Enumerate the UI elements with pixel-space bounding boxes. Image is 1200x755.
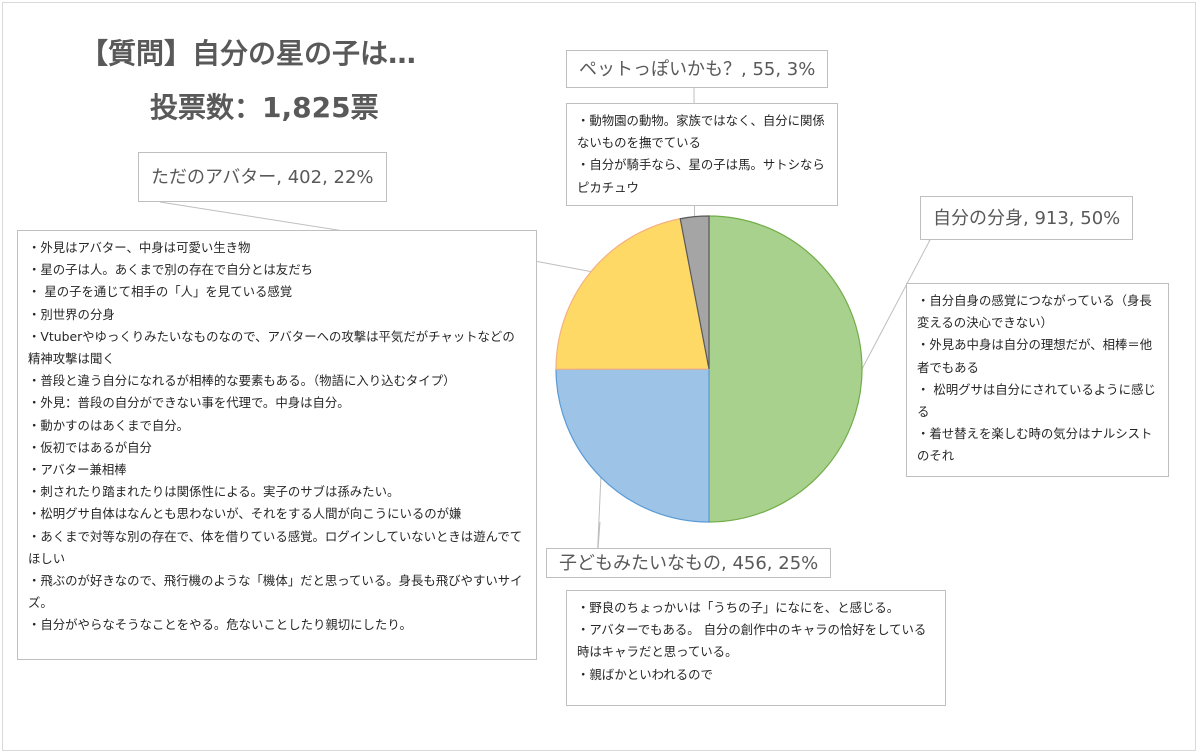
note-item: ・自分が騎手なら、星の子は馬。サトシならピカチュウ xyxy=(577,157,825,195)
note-item: ・あくまで対等な別の存在で、体を借りている感覚。ログインしていないときは遊んでて… xyxy=(28,528,523,566)
note-item: ・Vtuberやゆっくりみたいなものなので、アバターへの攻撃は平気だがチャットな… xyxy=(28,328,515,367)
note-item: ・動かすのはあくまで自分。 xyxy=(28,417,190,433)
note-item: ・飛ぶのが好きなので、飛行機のような「機体」だと思っている。身長も飛びやすいサイ… xyxy=(28,573,523,611)
note-item: ・普段と違う自分になれるが相棒的な要素もある。（物語に入り込むタイプ） xyxy=(28,373,456,389)
pie-slices xyxy=(555,215,863,523)
note-item: ・別世界の分身 xyxy=(28,306,115,322)
slice-label-child: 子どもみたいなもの, 456, 25% xyxy=(546,548,832,578)
note-item: ・外見あ中身は自分の理想だが、相棒＝他者でもある xyxy=(917,337,1153,375)
pie-slice-1 xyxy=(555,368,710,523)
note-item: ・アバターでもある。 自分の創作中のキャラの恰好をしている時はキャラだと思ってい… xyxy=(577,622,927,660)
slice-label-self: 自分の分身, 913, 50% xyxy=(920,196,1134,240)
leader-line-2 xyxy=(159,201,592,273)
slice-label-avatar: ただのアバター, 402, 22% xyxy=(138,152,387,202)
note-item: ・外見：普段の自分ができない事を代理で。中身は自分。 xyxy=(28,395,350,411)
note-item: ・刺されたり踏まれたりは関係性による。実子のサブは孫みたい。 xyxy=(28,484,400,500)
note-item: ・野良のちょっかいは「うちの子」になにを、と感じる。 xyxy=(577,600,900,615)
chart-title: 【質問】自分の星の子は… xyxy=(80,37,417,70)
slice-label-pet: ペットっぽいかも？, 55, 3% xyxy=(566,50,829,88)
note-item: ・自分がやらなそうなことをやる。危ないことしたり親切にしたり。 xyxy=(28,617,412,633)
note-item: ・外見はアバター、中身は可愛い生き物 xyxy=(28,240,251,255)
note-box-avatar: ・外見はアバター、中身は可愛い生き物 ・星の子は人。あくまで別の存在で自分とは友… xyxy=(17,230,537,660)
note-item: ・動物園の動物。家族ではなく、自分に関係ないものを撫でている xyxy=(577,113,825,151)
note-item: ・自分自身の感覚につながっている（身長変えるの決心できない） xyxy=(917,293,1152,331)
note-item: ・着せ替えを楽しむ時の気分はナルシストのそれ xyxy=(917,426,1153,464)
note-item: ・星の子は人。あくまで別の存在で自分とは友だち xyxy=(28,262,313,278)
note-box-child: ・野良のちょっかいは「うちの子」になにを、と感じる。 ・アバターでもある。 自分… xyxy=(566,590,946,706)
note-item: ・松明グサ自体はなんとも思わないが、それをする人間が向こうにいるのが嫌 xyxy=(28,506,462,522)
vote-count: 投票数：1,825票 xyxy=(150,91,379,124)
note-item: ・アバター兼相棒 xyxy=(28,462,127,478)
note-item: ・ 松明グサは自分にされているように感じる xyxy=(917,381,1156,420)
note-item: ・仮初ではあるが自分 xyxy=(28,439,152,455)
pie-slice-2 xyxy=(555,218,710,370)
pie-slice-0 xyxy=(708,215,863,523)
note-item: ・ 星の子を通じて相手の「人」を見ている感覚 xyxy=(28,284,293,300)
note-box-pet: ・動物園の動物。家族ではなく、自分に関係ないものを撫でている ・自分が騎手なら、… xyxy=(566,103,838,206)
note-box-self: ・自分自身の感覚につながっている（身長変えるの決心できない） ・外見あ中身は自分… xyxy=(906,283,1169,477)
pie-slice-3 xyxy=(679,215,710,370)
note-item: ・親ばかといわれるので xyxy=(577,666,713,682)
